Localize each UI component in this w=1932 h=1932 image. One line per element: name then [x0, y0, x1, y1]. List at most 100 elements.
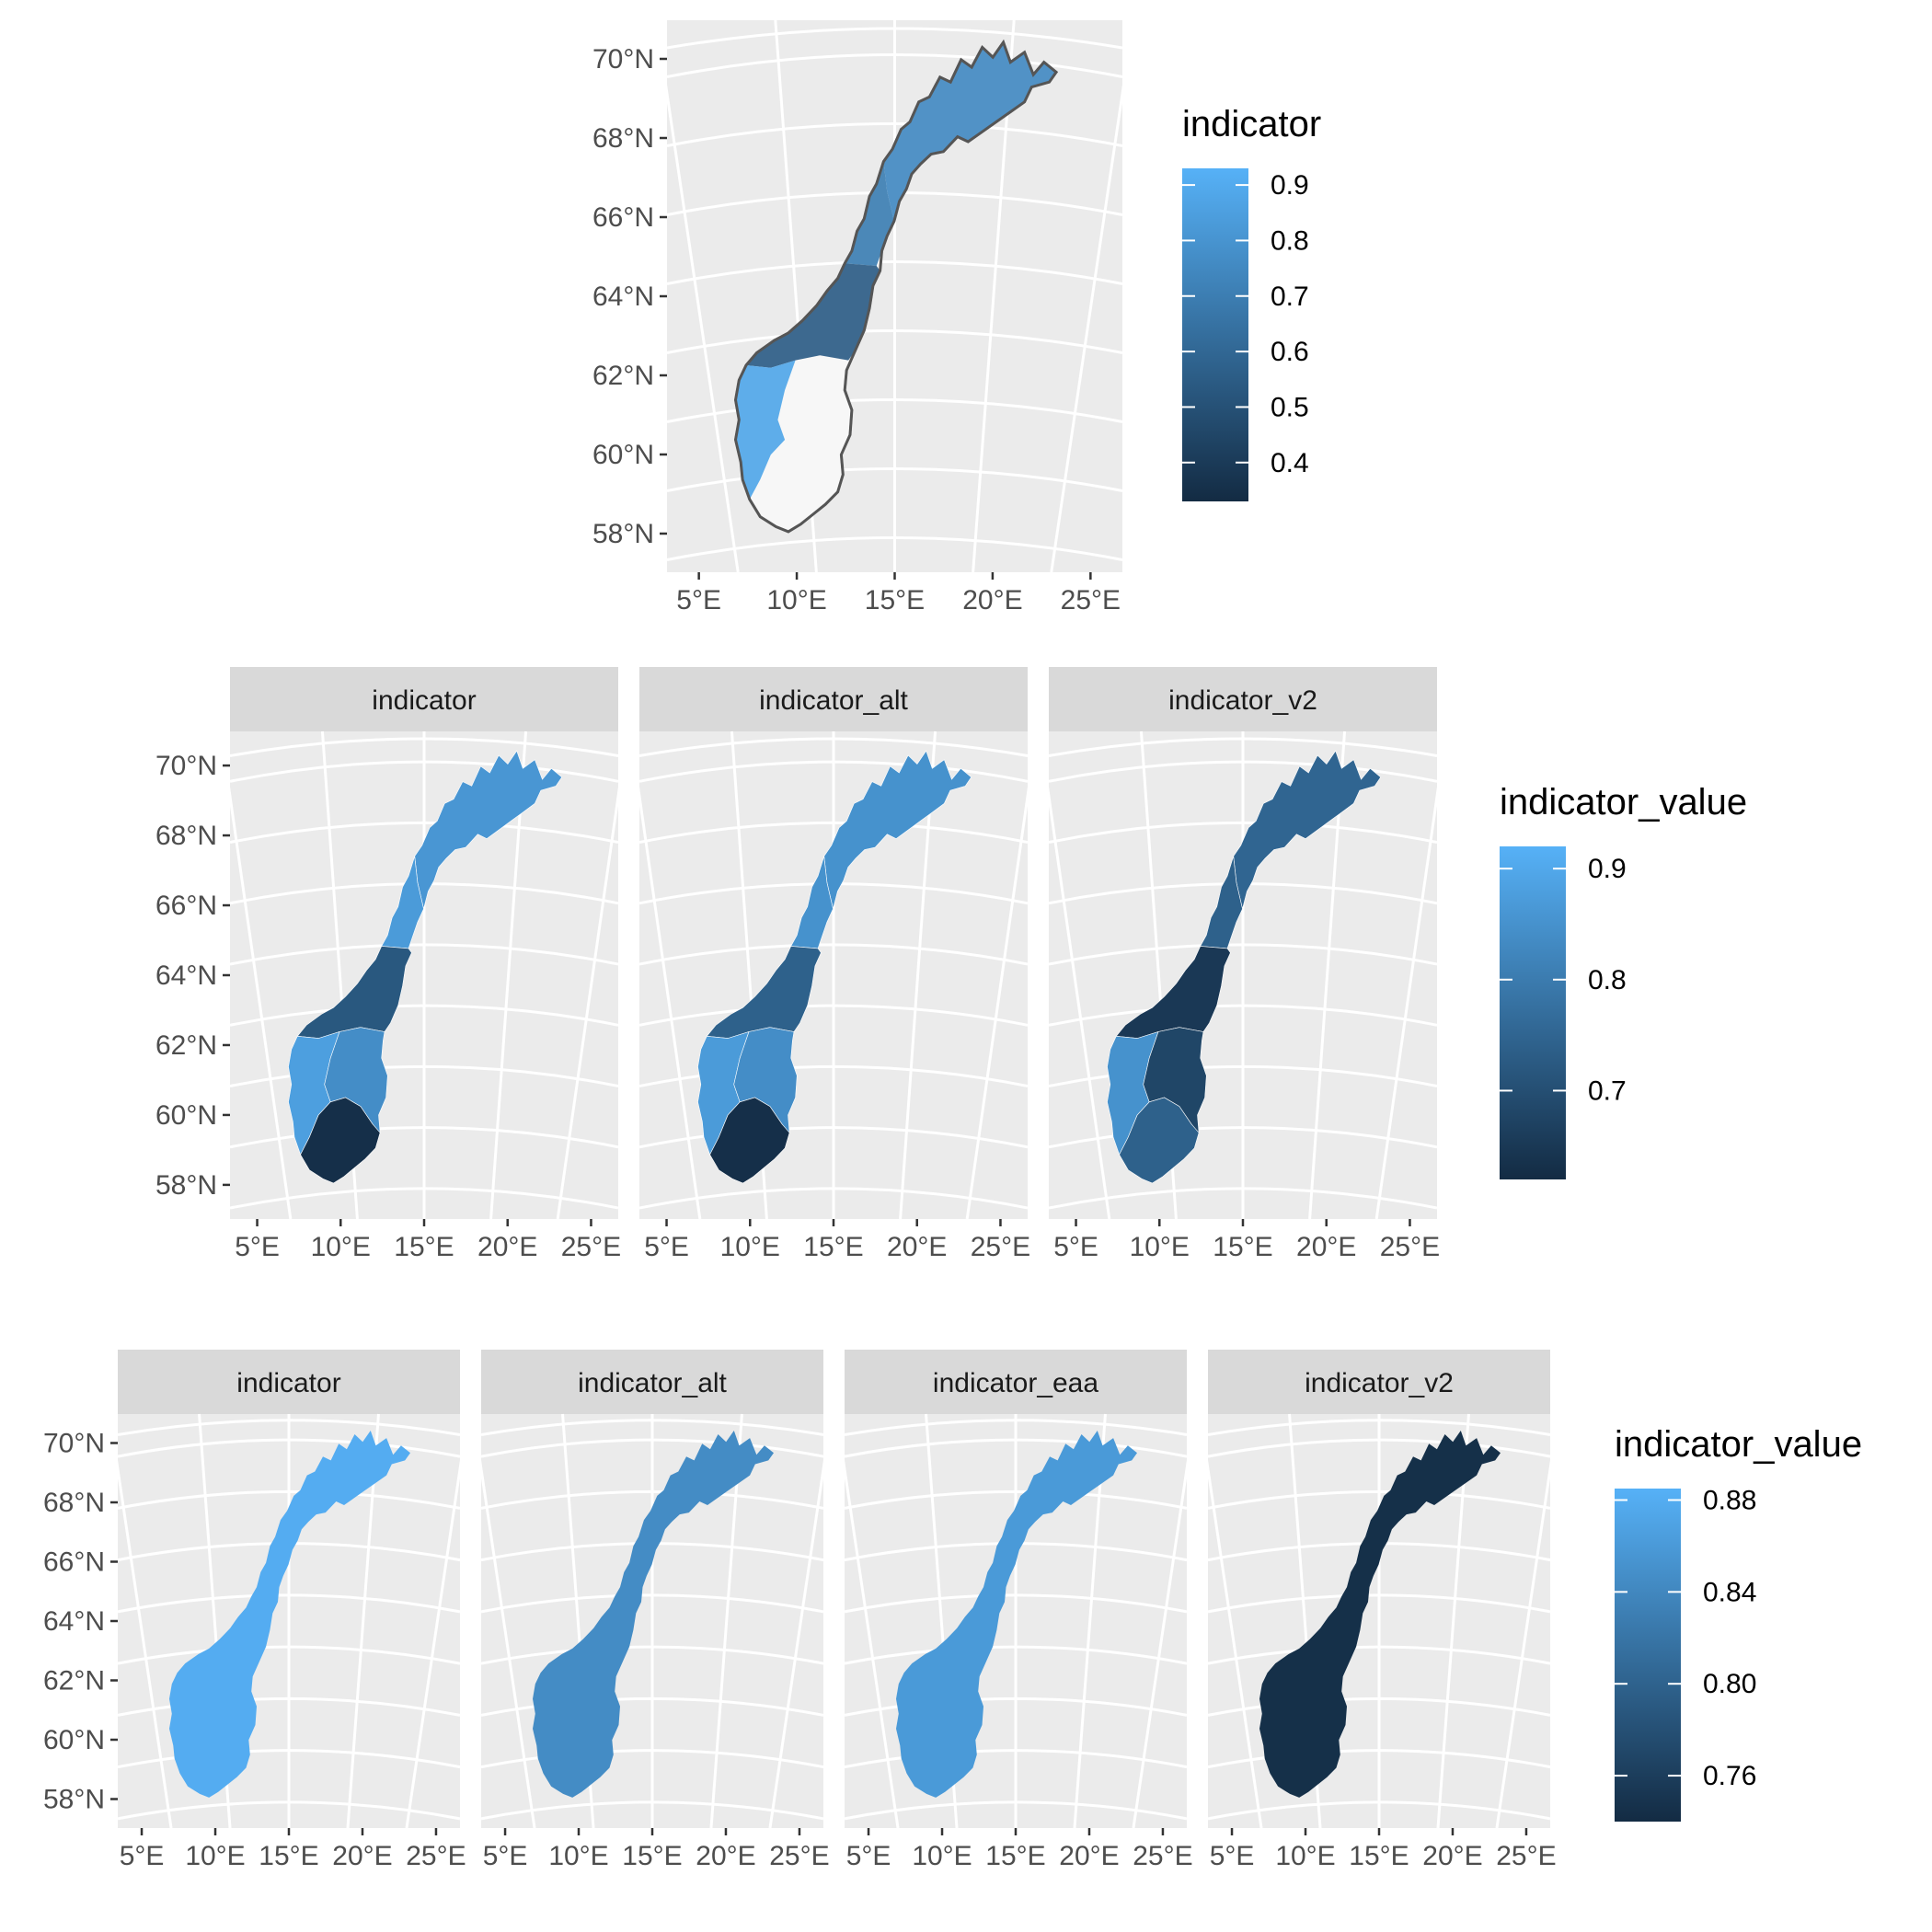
legend-break-label: 0.9: [1588, 854, 1627, 884]
longitude-gridline: [965, 730, 1039, 1220]
x-tick-label: 25°E: [971, 1232, 1030, 1262]
longitude-gridline: [1050, 19, 1135, 573]
latitude-gridline: [1048, 737, 1438, 757]
country-fill: [169, 1431, 410, 1798]
y-tick-label: 60°N: [155, 1100, 217, 1131]
x-tick-label: 25°E: [406, 1841, 466, 1871]
country-fill: [533, 1431, 774, 1798]
x-tick-label: 5°E: [483, 1841, 528, 1871]
x-tick-label: 5°E: [644, 1232, 689, 1262]
legend-break-label: 0.80: [1703, 1669, 1756, 1699]
legend-break-label: 0.8: [1588, 965, 1627, 995]
y-tick-label: 58°N: [43, 1785, 105, 1815]
facet-strip-label: indicator: [372, 685, 476, 716]
longitude-gridline: [1495, 1413, 1560, 1829]
y-tick-label: 64°N: [43, 1606, 105, 1637]
y-tick-label: 60°N: [43, 1725, 105, 1755]
legend-break-label: 0.9: [1271, 170, 1309, 201]
legend-colorbar: [1615, 1489, 1681, 1822]
facet-strip: [118, 1350, 460, 1414]
country-fill: [896, 1431, 1137, 1798]
legend-colorbar: [1182, 168, 1248, 501]
x-tick-label: 20°E: [887, 1232, 947, 1262]
legend-break-label: 0.76: [1703, 1761, 1756, 1791]
x-tick-label: 10°E: [912, 1841, 972, 1871]
y-tick-label: 62°N: [155, 1030, 217, 1061]
y-tick-label: 66°N: [155, 891, 217, 921]
longitude-gridline: [1038, 730, 1111, 1220]
longitude-gridline: [654, 19, 740, 573]
county-region: [1119, 1097, 1200, 1184]
facet-panel: indicator_alt 5°E 10°E 15°E 20°E 25°E: [471, 1350, 834, 1871]
latitude-gridline: [480, 1419, 824, 1436]
facet-panel: indicator 70°N 68°N 66°N 64°N 62°N 60°N 58°N 5°E…: [155, 667, 629, 1262]
facet-strip: [481, 1350, 823, 1414]
four-indicator-facet: indicator 70°N 68°N 66°N 64°N 62°N 60°N 58°N 5°E…: [43, 1350, 1862, 1871]
y-tick-label: 58°N: [592, 519, 654, 549]
single-indicator-map: 70°N 68°N 66°N 64°N 62°N 60°N 58°N 5°E 10°E 15°E 2…: [592, 19, 1321, 615]
x-tick-label: 15°E: [622, 1841, 682, 1871]
x-tick-label: 15°E: [1349, 1841, 1409, 1871]
x-tick-label: 10°E: [311, 1232, 371, 1262]
x-tick-label: 10°E: [720, 1232, 780, 1262]
longitude-gridline: [1132, 1413, 1197, 1829]
facet-strip-label: indicator: [236, 1368, 340, 1398]
longitude-gridline: [219, 730, 293, 1220]
legend-break-label: 0.4: [1271, 448, 1309, 478]
facet-strip: [230, 667, 618, 731]
facet-strip-label: indicator_v2: [1305, 1368, 1454, 1398]
legend-break-label: 0.8: [1271, 225, 1309, 256]
x-tick-label: 5°E: [235, 1232, 280, 1262]
x-tick-label: 10°E: [1275, 1841, 1335, 1871]
y-tick-label: 64°N: [155, 960, 217, 991]
facet-strip: [639, 667, 1028, 731]
legend-break-label: 0.7: [1588, 1075, 1627, 1106]
x-tick-label: 20°E: [962, 585, 1022, 615]
facet-strip: [1049, 667, 1437, 731]
three-indicator-facet: indicator 70°N 68°N 66°N 64°N 62°N 60°N 58°N 5°E…: [155, 667, 1747, 1262]
x-tick-label: 25°E: [561, 1232, 621, 1262]
y-tick-label: 60°N: [592, 440, 654, 470]
facet-strip-label: indicator_alt: [578, 1368, 727, 1398]
legend-title: indicator: [1182, 104, 1321, 144]
y-tick-label: 66°N: [43, 1547, 105, 1578]
facet-panel: indicator 70°N 68°N 66°N 64°N 62°N 60°N 58°N 5°E…: [43, 1350, 470, 1871]
x-tick-label: 15°E: [985, 1841, 1045, 1871]
legend-break-label: 0.7: [1271, 282, 1309, 312]
x-tick-label: 25°E: [769, 1841, 829, 1871]
latitude-gridline: [117, 1419, 461, 1436]
x-tick-label: 20°E: [477, 1232, 537, 1262]
x-tick-label: 15°E: [259, 1841, 318, 1871]
latitude-gridline: [1207, 1419, 1551, 1436]
x-tick-label: 25°E: [1061, 585, 1121, 615]
x-tick-label: 20°E: [1422, 1841, 1482, 1871]
x-tick-label: 20°E: [1296, 1232, 1356, 1262]
x-tick-label: 5°E: [1210, 1841, 1255, 1871]
legend-title: indicator_value: [1500, 782, 1747, 822]
legend-title: indicator_value: [1615, 1424, 1862, 1465]
latitude-gridline: [666, 27, 1123, 50]
longitude-gridline: [768, 1413, 834, 1829]
latitude-gridline: [229, 737, 619, 757]
x-tick-label: 10°E: [548, 1841, 608, 1871]
legend-break-label: 0.84: [1703, 1577, 1756, 1607]
longitude-gridline: [1374, 730, 1448, 1220]
municipality-region: [746, 263, 880, 368]
legend-break-label: 0.6: [1271, 337, 1309, 367]
coastline: [733, 39, 1059, 534]
latitude-gridline: [844, 1419, 1188, 1436]
longitude-gridline: [834, 1413, 900, 1829]
x-tick-label: 10°E: [185, 1841, 245, 1871]
y-tick-label: 64°N: [592, 282, 654, 312]
longitude-gridline: [556, 730, 629, 1220]
x-tick-label: 25°E: [1133, 1841, 1192, 1871]
y-tick-label: 62°N: [43, 1666, 105, 1696]
x-tick-label: 20°E: [696, 1841, 755, 1871]
x-tick-label: 5°E: [1053, 1232, 1098, 1262]
y-tick-label: 70°N: [155, 751, 217, 781]
x-tick-label: 15°E: [865, 585, 925, 615]
country-fill: [1259, 1431, 1501, 1798]
legend-colorbar: [1500, 846, 1566, 1179]
facet-panel: indicator_v2 5°E 10°E 15°E 20°E 25°E: [1198, 1350, 1560, 1871]
